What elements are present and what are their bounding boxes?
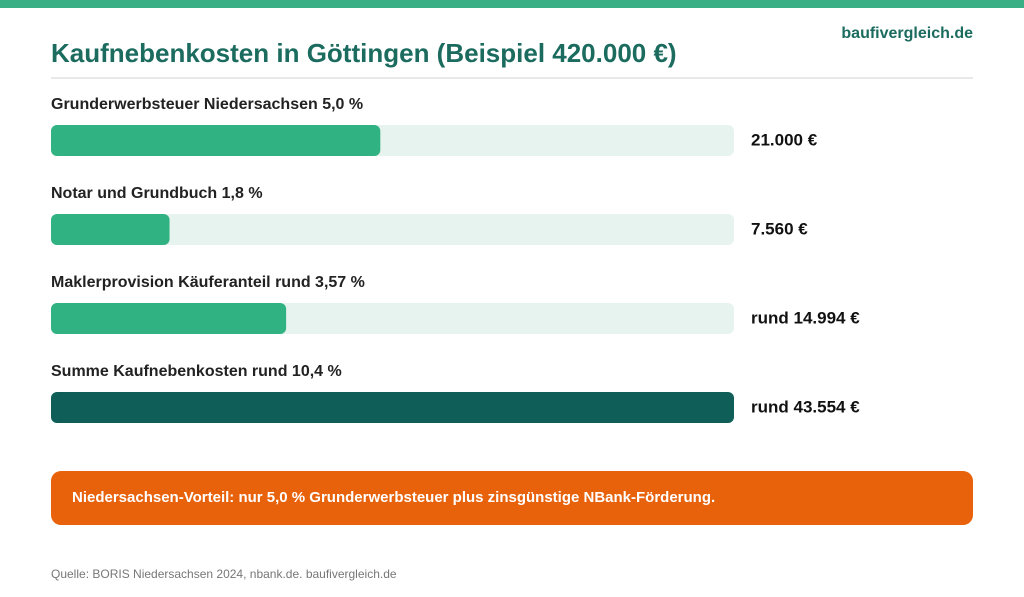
category-label: Grunderwerbsteuer Niedersachsen 5,0 %	[51, 96, 363, 113]
bar	[51, 214, 170, 245]
value-label: 21.000 €	[751, 130, 818, 149]
source: Quelle: BORIS Niedersachsen 2024, nbank.…	[51, 567, 397, 581]
value-label: rund 43.554 €	[751, 397, 860, 416]
bar	[51, 303, 287, 334]
chart-title: Kaufnebenkosten in Göttingen (Beispiel 4…	[51, 38, 677, 68]
category-label: Summe Kaufnebenkosten rund 10,4 %	[51, 363, 342, 380]
bar-track	[51, 214, 734, 245]
category-label: Maklerprovision Käuferanteil rund 3,57 %	[51, 274, 365, 291]
bar	[51, 125, 381, 156]
top-strip	[0, 0, 1024, 8]
value-label: rund 14.994 €	[751, 308, 860, 327]
category-label: Notar und Grundbuch 1,8 %	[51, 185, 263, 202]
bar	[51, 392, 734, 423]
value-label: 7.560 €	[751, 219, 808, 238]
brand: baufivergleich.de	[841, 25, 973, 42]
callout-box	[51, 471, 973, 525]
callout-text: Niedersachsen-Vorteil: nur 5,0 % Grunder…	[72, 489, 715, 506]
